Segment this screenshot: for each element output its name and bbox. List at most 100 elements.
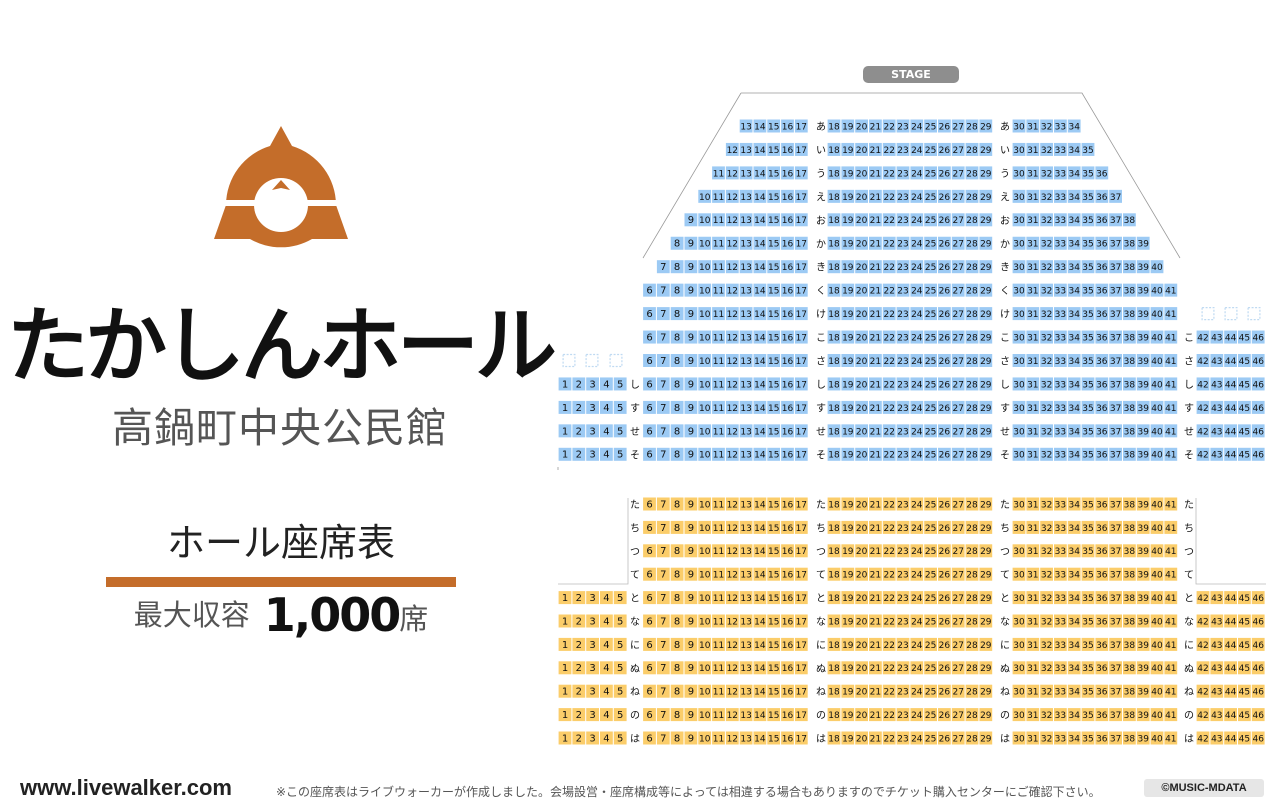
seat[interactable]: 16: [781, 567, 794, 581]
seat[interactable]: 12: [725, 330, 739, 344]
seat[interactable]: 32: [1040, 447, 1053, 461]
seat[interactable]: 34: [1067, 260, 1081, 274]
seat[interactable]: 21: [869, 330, 882, 344]
seat[interactable]: 24: [910, 708, 924, 722]
seat[interactable]: 11: [712, 260, 725, 274]
seat[interactable]: 20: [855, 307, 868, 321]
seat[interactable]: 36: [1095, 661, 1109, 675]
seat[interactable]: 11: [712, 684, 725, 698]
seat[interactable]: 40: [1150, 400, 1164, 414]
seat[interactable]: 11: [712, 447, 725, 461]
seat[interactable]: 33: [1054, 377, 1067, 391]
seat[interactable]: 10: [698, 260, 712, 274]
seat[interactable]: 5: [613, 637, 627, 651]
seat[interactable]: 25: [924, 591, 937, 605]
seat[interactable]: 7: [656, 354, 670, 367]
seat[interactable]: 11: [712, 330, 725, 344]
seat[interactable]: 20: [855, 330, 868, 344]
seat[interactable]: 3: [586, 591, 599, 605]
seat[interactable]: 22: [882, 591, 896, 605]
seat[interactable]: 44: [1224, 354, 1237, 367]
seat[interactable]: 34: [1067, 591, 1081, 605]
seat[interactable]: 32: [1040, 236, 1053, 250]
seat[interactable]: 10: [698, 307, 712, 321]
seat[interactable]: 44: [1224, 377, 1237, 391]
seat[interactable]: 18: [827, 119, 841, 133]
seat[interactable]: 22: [882, 544, 896, 558]
seat[interactable]: 33: [1054, 708, 1067, 722]
seat[interactable]: 35: [1081, 377, 1095, 391]
seat[interactable]: 4: [600, 424, 613, 438]
seat[interactable]: 29: [979, 424, 993, 438]
seat[interactable]: 29: [979, 283, 993, 297]
seat[interactable]: 19: [841, 567, 855, 581]
seat[interactable]: 14: [753, 447, 767, 461]
seat[interactable]: 39: [1136, 377, 1150, 391]
seat[interactable]: 24: [910, 614, 924, 628]
seat[interactable]: 40: [1150, 283, 1164, 297]
seat[interactable]: 26: [938, 708, 951, 722]
seat[interactable]: 31: [1026, 330, 1040, 344]
seat[interactable]: 31: [1026, 377, 1040, 391]
seat[interactable]: 29: [979, 661, 993, 675]
seat[interactable]: 28: [965, 330, 979, 344]
seat[interactable]: 5: [613, 447, 627, 461]
seat[interactable]: 35: [1081, 708, 1095, 722]
seat[interactable]: 9: [684, 400, 698, 414]
seat[interactable]: 6: [643, 731, 656, 745]
seat[interactable]: 13: [739, 189, 753, 203]
seat[interactable]: 43: [1210, 637, 1224, 651]
seat[interactable]: 3: [586, 708, 599, 722]
seat[interactable]: 33: [1054, 497, 1067, 511]
seat[interactable]: 24: [910, 731, 924, 745]
seat[interactable]: 13: [739, 424, 753, 438]
seat[interactable]: 14: [753, 520, 767, 534]
seat[interactable]: 9: [684, 424, 698, 438]
seat[interactable]: 16: [781, 260, 794, 274]
seat[interactable]: 40: [1150, 520, 1164, 534]
seat[interactable]: 8: [670, 661, 684, 675]
seat[interactable]: 14: [753, 354, 767, 367]
seat[interactable]: 35: [1081, 497, 1095, 511]
seat[interactable]: 35: [1081, 637, 1095, 651]
seat[interactable]: 46: [1251, 684, 1265, 698]
seat[interactable]: 16: [781, 377, 794, 391]
seat[interactable]: 40: [1150, 567, 1164, 581]
seat[interactable]: 17: [794, 354, 808, 367]
seat[interactable]: 45: [1238, 661, 1251, 675]
seat[interactable]: 40: [1150, 260, 1164, 274]
seat[interactable]: 31: [1026, 684, 1040, 698]
seat[interactable]: 36: [1095, 260, 1109, 274]
seat[interactable]: 36: [1095, 497, 1109, 511]
seat[interactable]: 30: [1012, 330, 1026, 344]
seat[interactable]: 29: [979, 731, 993, 745]
seat[interactable]: 24: [910, 119, 924, 133]
seat[interactable]: 20: [855, 661, 868, 675]
seat[interactable]: 23: [896, 661, 910, 675]
seat[interactable]: 13: [739, 377, 753, 391]
seat[interactable]: 7: [656, 260, 670, 274]
seat[interactable]: 31: [1026, 731, 1040, 745]
seat[interactable]: 29: [979, 236, 993, 250]
seat[interactable]: 8: [670, 591, 684, 605]
seat[interactable]: 37: [1109, 260, 1122, 274]
seat[interactable]: 9: [684, 544, 698, 558]
seat[interactable]: 14: [753, 731, 767, 745]
seat[interactable]: 26: [938, 520, 951, 534]
seat[interactable]: 43: [1210, 708, 1224, 722]
seat[interactable]: 15: [767, 614, 781, 628]
seat[interactable]: 9: [684, 236, 698, 250]
seat[interactable]: 26: [938, 424, 951, 438]
seat[interactable]: 39: [1136, 614, 1150, 628]
seat[interactable]: 16: [781, 330, 794, 344]
seat[interactable]: 4: [600, 684, 613, 698]
seat[interactable]: 11: [712, 354, 725, 367]
seat[interactable]: 28: [965, 591, 979, 605]
seat[interactable]: 9: [684, 377, 698, 391]
seat[interactable]: 8: [670, 567, 684, 581]
seat[interactable]: 37: [1109, 189, 1122, 203]
seat[interactable]: 31: [1026, 236, 1040, 250]
seat[interactable]: 23: [896, 497, 910, 511]
seat[interactable]: 13: [739, 708, 753, 722]
seat[interactable]: 7: [656, 614, 670, 628]
